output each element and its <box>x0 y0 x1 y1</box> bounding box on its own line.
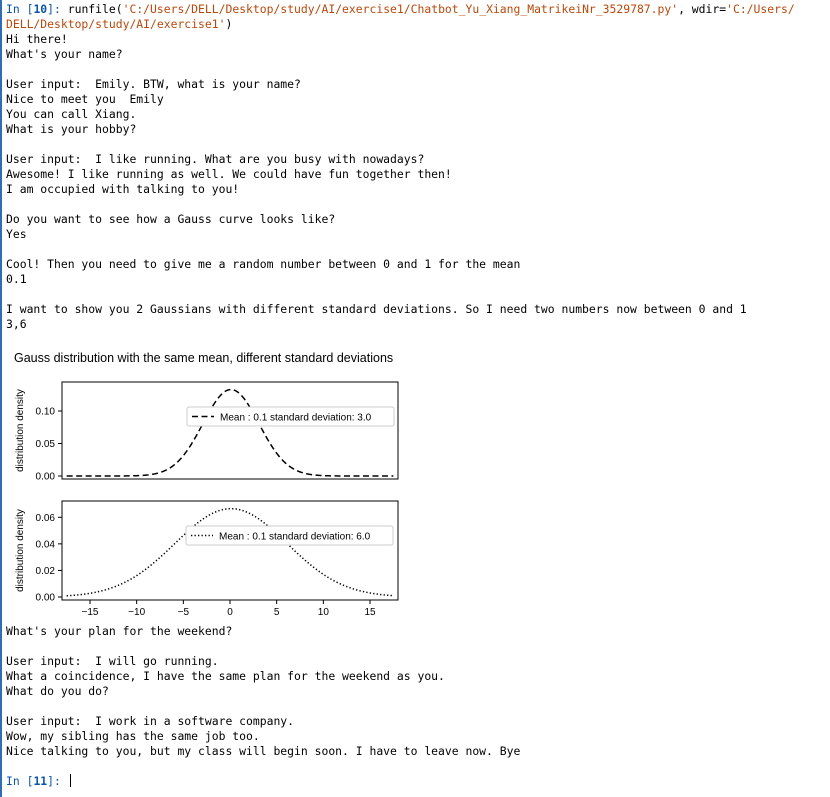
legend-label: Mean : 0.1 standard deviation: 6.0 <box>219 532 371 543</box>
axes-frame <box>61 500 399 601</box>
next-input-line[interactable]: In [11]: <box>6 774 71 789</box>
console-output-line: Nice to meet you Emily <box>6 92 164 106</box>
console-output-line: I am occupied with talking to you! <box>6 182 240 196</box>
console-output-line: What's your plan for the weekend? <box>6 624 233 638</box>
input-prompt: In [10]: <box>6 2 68 16</box>
y-tick-label: 0.00 <box>36 472 56 483</box>
x-tick-label: 0 <box>227 607 233 618</box>
console-output-line: Awesome! I like running as well. We coul… <box>6 167 452 181</box>
console-output-line: Do you want to see how a Gauss curve loo… <box>6 212 336 226</box>
console-output-line: I want to show you 2 Gaussians with diff… <box>6 302 747 316</box>
console-output-line: Wow, my sibling has the same job too. <box>6 729 260 743</box>
x-tick-label: −10 <box>128 607 145 618</box>
file-path: 'C:/Users/DELL/Desktop/study/AI/exercise… <box>122 2 679 16</box>
y-tick-label: 0.05 <box>36 439 56 450</box>
x-tick-label: 15 <box>364 607 376 618</box>
x-tick-label: −5 <box>178 607 190 618</box>
console-output-line: User input: I will go running. <box>6 654 219 668</box>
console-output-line: User input: Emily. BTW, what is your nam… <box>6 77 301 91</box>
figure-title: Gauss distribution with the same mean, d… <box>14 351 394 365</box>
runfile-call: runfile( <box>67 2 123 16</box>
console-output-line: What do you do? <box>6 684 109 698</box>
console-output-line: 0.1 <box>6 272 27 286</box>
y-tick-label: 0.10 <box>36 407 56 418</box>
run-command-line-cont: DELL/Desktop/study/AI/exercise1') <box>6 17 233 31</box>
console-output-line: Hi there! <box>6 32 68 46</box>
legend-box <box>186 406 395 427</box>
y-axis-label: distribution density <box>15 509 26 592</box>
console-output-line: Cool! Then you need to give me a random … <box>6 257 521 271</box>
input-prompt-2: In [11]: <box>6 774 68 788</box>
series-line <box>66 507 394 597</box>
y-tick-label: 0.06 <box>36 513 56 524</box>
x-tick-label: 5 <box>274 607 280 618</box>
y-tick-label: 0.04 <box>36 539 56 550</box>
console-output-line: User input: I like running. What are you… <box>6 152 425 166</box>
wdir-path-1: 'C:/Users/ <box>726 2 795 16</box>
y-axis-label: distribution density <box>15 389 26 472</box>
console-output-line: What's your name? <box>6 47 123 61</box>
console-output-line: What is your hobby? <box>6 122 137 136</box>
y-tick-label: 0.02 <box>36 566 56 577</box>
y-tick-label: 0.00 <box>36 593 56 604</box>
console-output-line: What a coincidence, I have the same plan… <box>6 669 445 683</box>
console-output-line: 3,6 <box>6 317 27 331</box>
x-tick-label: −15 <box>82 607 99 618</box>
console-output-line: Yes <box>6 227 27 241</box>
legend-box <box>185 525 394 546</box>
gauss-chart: 0.00 0.05 0.10 distribution density Mean : 0… <box>15 381 399 618</box>
axes-frame <box>61 381 399 480</box>
series-line <box>66 388 394 477</box>
x-tick-label: 10 <box>318 607 330 618</box>
console-output-line: You can call Xiang. <box>6 107 137 121</box>
console-output-line: User input: I work in a software company… <box>6 714 295 728</box>
wdir-path-2: DELL/Desktop/study/AI/exercise1' <box>6 17 226 31</box>
legend-label: Mean : 0.1 standard deviation: 3.0 <box>220 413 372 424</box>
gauss-figure: Gauss distribution with the same mean, d… <box>6 346 436 620</box>
run-command-line: In [10]: runfile('C:/Users/DELL/Desktop/… <box>6 2 795 16</box>
console-output-line: Nice talking to you, but my class will b… <box>6 744 521 758</box>
text-cursor <box>69 774 71 787</box>
